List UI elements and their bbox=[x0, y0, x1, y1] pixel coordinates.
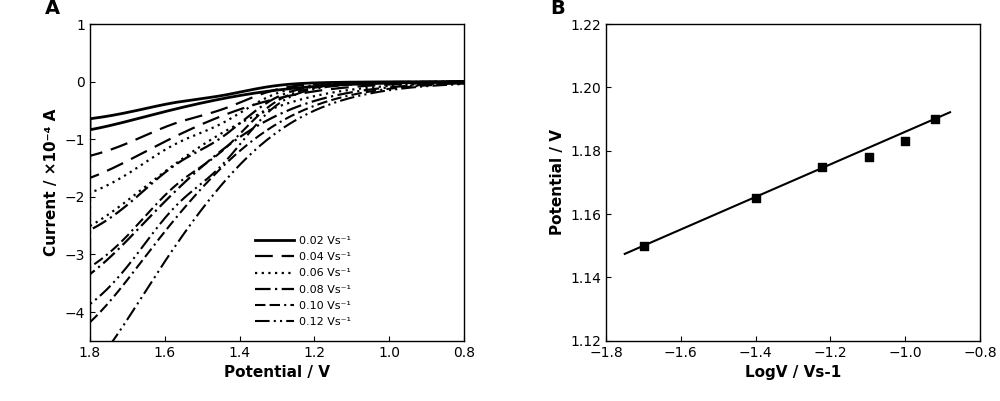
Point bbox=[814, 163, 830, 170]
0.12 Vs⁻¹ bbox=[84, 368, 96, 373]
0.06 Vs⁻¹ bbox=[410, 82, 422, 87]
0.06 Vs⁻¹ bbox=[226, 125, 238, 130]
Line: 0.02 Vs⁻¹: 0.02 Vs⁻¹ bbox=[90, 82, 464, 130]
0.04 Vs⁻¹ bbox=[458, 79, 470, 84]
0.02 Vs⁻¹ bbox=[410, 80, 422, 85]
Line: 0.12 Vs⁻¹: 0.12 Vs⁻¹ bbox=[90, 82, 464, 370]
0.08 Vs⁻¹ bbox=[444, 79, 456, 84]
0.12 Vs⁻¹ bbox=[120, 266, 132, 271]
0.12 Vs⁻¹ bbox=[324, 84, 336, 89]
0.10 Vs⁻¹ bbox=[458, 81, 470, 86]
0.04 Vs⁻¹ bbox=[324, 81, 336, 86]
0.08 Vs⁻¹ bbox=[120, 204, 132, 209]
0.04 Vs⁻¹ bbox=[226, 110, 238, 115]
X-axis label: Potential / V: Potential / V bbox=[224, 365, 330, 380]
0.04 Vs⁻¹ bbox=[458, 80, 470, 85]
0.08 Vs⁻¹ bbox=[458, 81, 470, 86]
0.08 Vs⁻¹ bbox=[93, 265, 105, 269]
0.10 Vs⁻¹ bbox=[458, 79, 470, 84]
Point bbox=[927, 116, 943, 122]
Y-axis label: Current / ×10⁻⁴ A: Current / ×10⁻⁴ A bbox=[44, 109, 59, 256]
0.12 Vs⁻¹ bbox=[226, 171, 238, 176]
Line: 0.06 Vs⁻¹: 0.06 Vs⁻¹ bbox=[90, 82, 464, 226]
0.10 Vs⁻¹ bbox=[226, 156, 238, 160]
Line: 0.04 Vs⁻¹: 0.04 Vs⁻¹ bbox=[90, 82, 464, 178]
0.02 Vs⁻¹ bbox=[458, 80, 470, 85]
0.12 Vs⁻¹ bbox=[93, 357, 105, 362]
0.10 Vs⁻¹ bbox=[324, 83, 336, 88]
0.10 Vs⁻¹ bbox=[444, 79, 456, 84]
Line: 0.10 Vs⁻¹: 0.10 Vs⁻¹ bbox=[90, 82, 464, 322]
0.02 Vs⁻¹ bbox=[120, 110, 132, 115]
0.02 Vs⁻¹ bbox=[444, 79, 456, 84]
0.12 Vs⁻¹ bbox=[444, 79, 456, 84]
0.06 Vs⁻¹ bbox=[84, 224, 96, 229]
Point bbox=[636, 243, 652, 249]
0.12 Vs⁻¹ bbox=[458, 82, 470, 87]
0.02 Vs⁻¹ bbox=[93, 126, 105, 130]
0.04 Vs⁻¹ bbox=[120, 142, 132, 146]
0.06 Vs⁻¹ bbox=[120, 173, 132, 178]
Line: 0.08 Vs⁻¹: 0.08 Vs⁻¹ bbox=[90, 82, 464, 274]
0.12 Vs⁻¹ bbox=[458, 79, 470, 84]
Point bbox=[897, 138, 913, 144]
0.04 Vs⁻¹ bbox=[93, 172, 105, 177]
0.04 Vs⁻¹ bbox=[410, 81, 422, 86]
0.04 Vs⁻¹ bbox=[444, 79, 456, 84]
X-axis label: LogV / Vs-1: LogV / Vs-1 bbox=[745, 365, 841, 380]
0.02 Vs⁻¹ bbox=[324, 80, 336, 85]
0.08 Vs⁻¹ bbox=[410, 83, 422, 88]
0.08 Vs⁻¹ bbox=[458, 79, 470, 84]
0.10 Vs⁻¹ bbox=[120, 235, 132, 240]
0.02 Vs⁻¹ bbox=[458, 79, 470, 84]
Text: A: A bbox=[45, 0, 60, 18]
0.10 Vs⁻¹ bbox=[84, 320, 96, 324]
0.02 Vs⁻¹ bbox=[226, 95, 238, 99]
0.06 Vs⁻¹ bbox=[324, 82, 336, 87]
0.06 Vs⁻¹ bbox=[458, 79, 470, 84]
0.06 Vs⁻¹ bbox=[93, 218, 105, 223]
0.02 Vs⁻¹ bbox=[84, 128, 96, 132]
Legend: 0.02 Vs⁻¹, 0.04 Vs⁻¹, 0.06 Vs⁻¹, 0.08 Vs⁻¹, 0.10 Vs⁻¹, 0.12 Vs⁻¹: 0.02 Vs⁻¹, 0.04 Vs⁻¹, 0.06 Vs⁻¹, 0.08 Vs… bbox=[253, 234, 354, 329]
Text: B: B bbox=[550, 0, 565, 18]
0.06 Vs⁻¹ bbox=[458, 81, 470, 85]
0.10 Vs⁻¹ bbox=[410, 84, 422, 89]
Y-axis label: Potential / V: Potential / V bbox=[550, 130, 565, 235]
0.08 Vs⁻¹ bbox=[226, 140, 238, 145]
0.04 Vs⁻¹ bbox=[84, 176, 96, 180]
0.12 Vs⁻¹ bbox=[410, 85, 422, 89]
0.06 Vs⁻¹ bbox=[444, 79, 456, 84]
0.08 Vs⁻¹ bbox=[324, 83, 336, 87]
0.10 Vs⁻¹ bbox=[93, 311, 105, 316]
0.08 Vs⁻¹ bbox=[84, 272, 96, 277]
Point bbox=[861, 154, 877, 160]
Point bbox=[748, 195, 764, 201]
